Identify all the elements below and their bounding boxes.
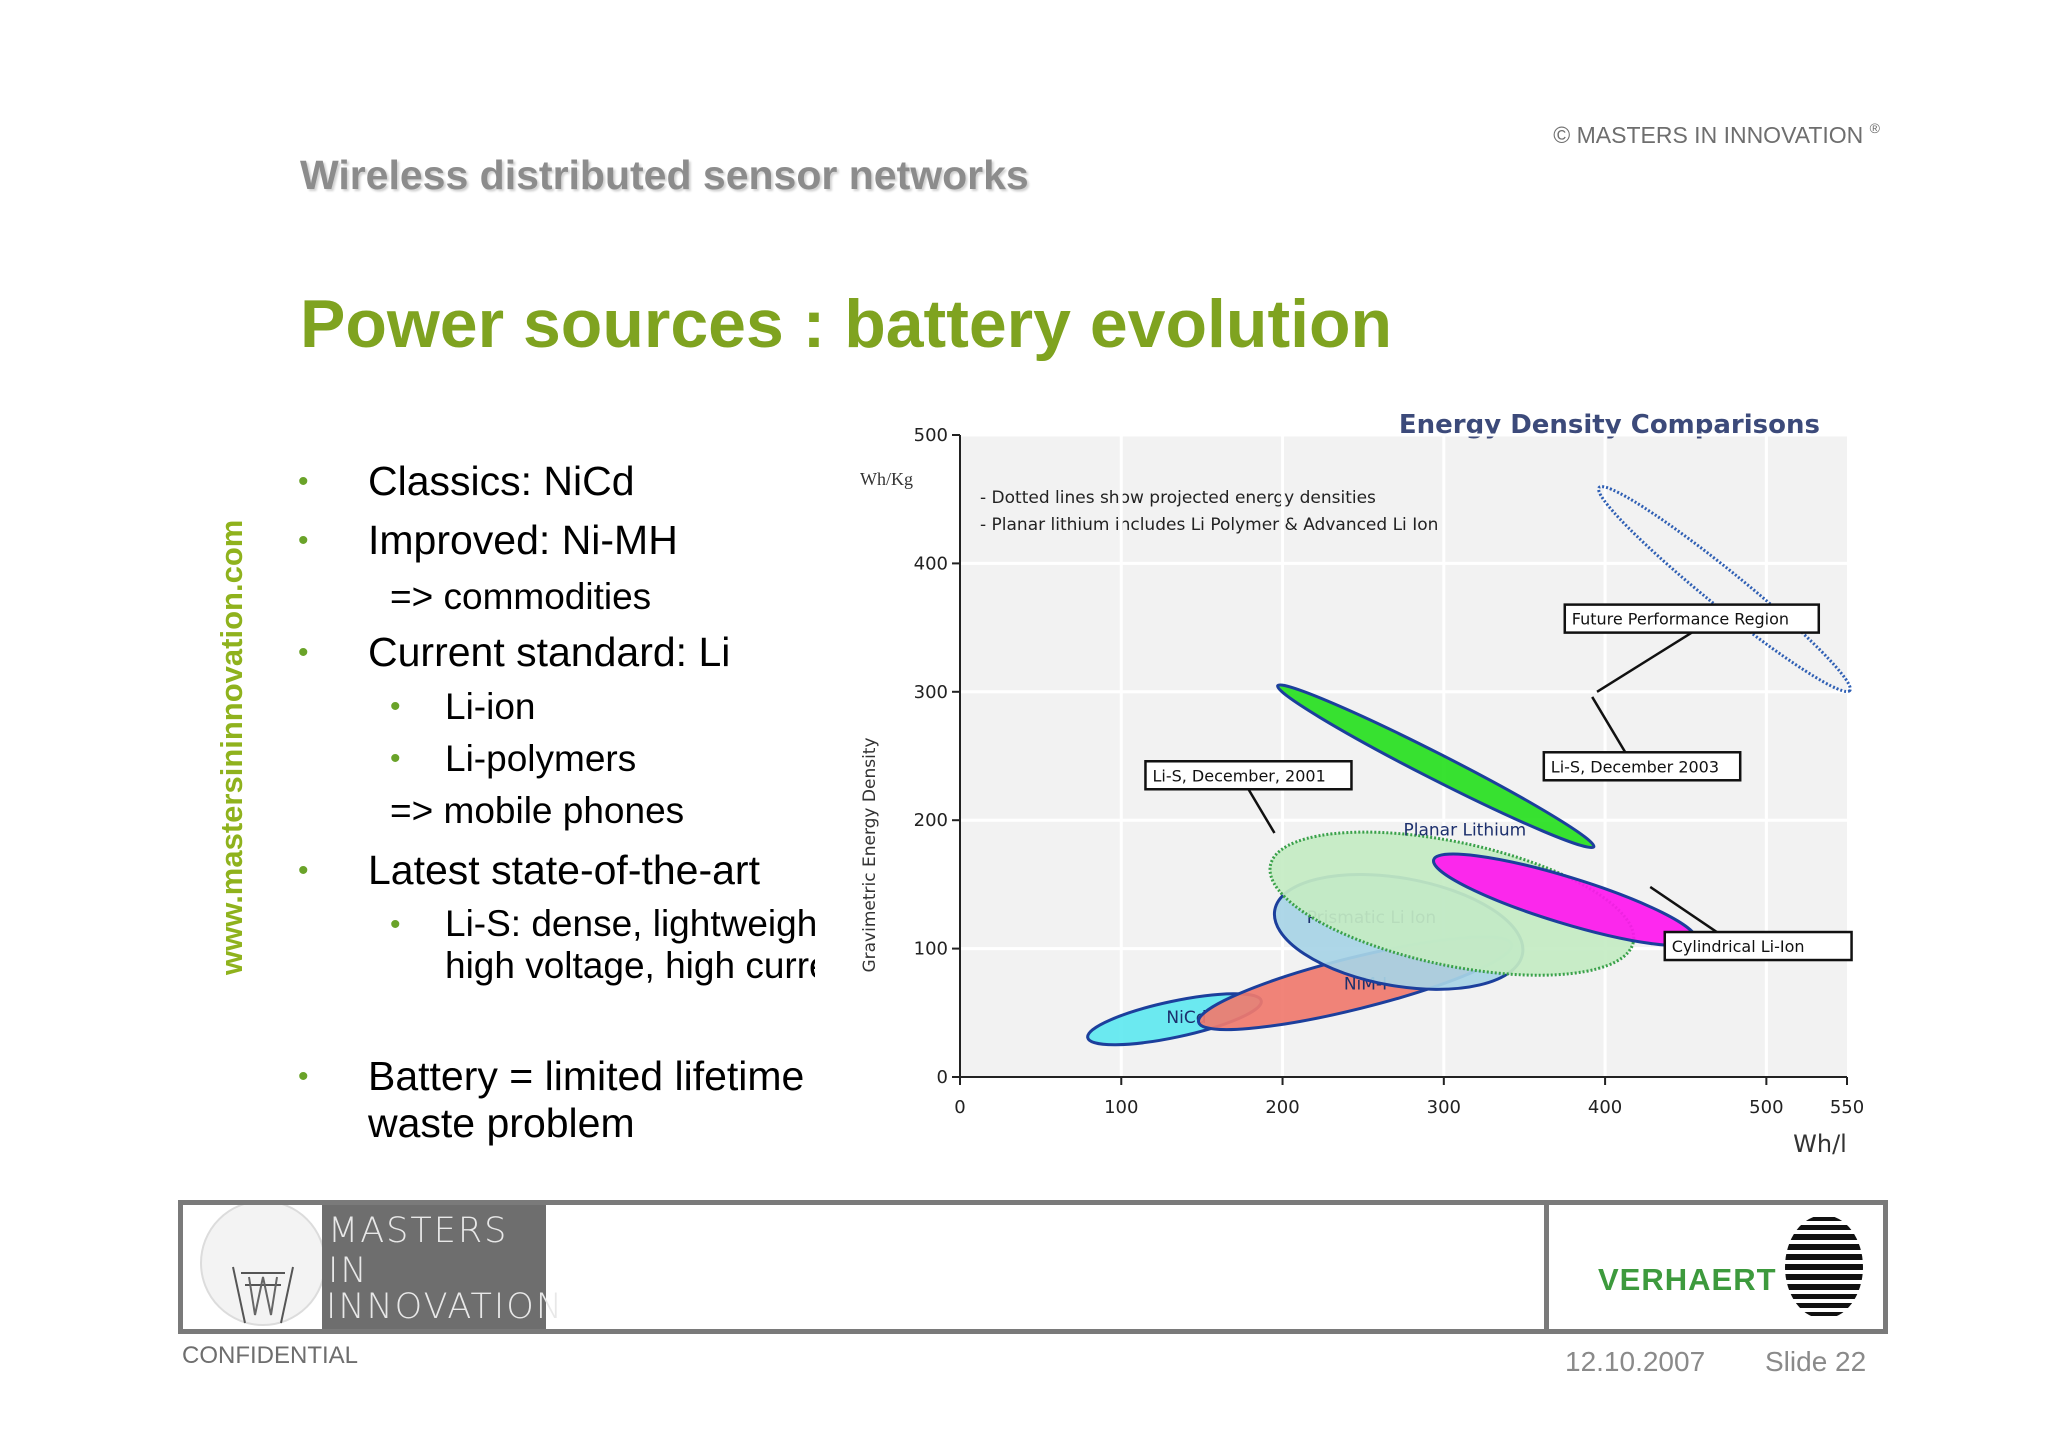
y-tick-label: 500 (914, 425, 948, 446)
chart-note-1: - Dotted lines show projected energy den… (980, 488, 1376, 508)
x-tick-label: 550 (1830, 1097, 1864, 1118)
callout-box (1542, 751, 1742, 782)
bullet-li-ion: Li-ion (445, 686, 536, 727)
chart-svg: Energy Density Comparisons Wh/Kg Gravime… (815, 400, 1895, 1170)
callout-label: Cylindrical Li-Ion (1672, 937, 1805, 956)
x-axis-title: Wh/l (1793, 1130, 1847, 1158)
callout-label: Li-S, December, 2001 (1152, 766, 1325, 785)
energy-density-chart: Energy Density Comparisons Wh/Kg Gravime… (815, 400, 1895, 1170)
y-axis-title: Gravimetric Energy Density (860, 737, 880, 972)
bullet-dot: • (390, 742, 401, 775)
callouts: Future Performance Region Li-S, December,… (1144, 603, 1853, 962)
callout-arrow (1596, 631, 1693, 693)
bullet-lis-line2: high voltage, high current (445, 945, 861, 986)
verhaert-globe-icon (1783, 1213, 1865, 1321)
footer-divider (1544, 1200, 1549, 1334)
bullet-dot: • (390, 690, 401, 723)
chart-note-2: - Planar lithium includes Li Polymer & A… (980, 515, 1438, 535)
logo-line-2: INNOVATION (326, 1287, 564, 1327)
masters-logo: MASTERS IN INNOVATION (322, 1205, 562, 1329)
bullet-battery-line1: Battery = limited lifetime + (368, 1053, 840, 1099)
callout-box (1563, 603, 1821, 634)
callout-arrow (1247, 788, 1276, 834)
x-tick-label: 300 (1427, 1097, 1461, 1118)
logo-line-1: MASTERS IN (328, 1211, 509, 1291)
y-tick-label: 300 (914, 682, 948, 703)
y-tick-label: 0 (937, 1067, 948, 1088)
y-tick-label: 200 (914, 810, 948, 831)
slide-title: Power sources : battery evolution (300, 286, 1393, 362)
region-future-performance-region (1597, 485, 1852, 694)
bullet-classics: Classics: NiCd (368, 458, 635, 504)
bullet-dot: • (298, 854, 309, 887)
copyright-notice: © MASTERS IN INNOVATION ® (1553, 120, 1880, 148)
bullet-lis-line1: Li-S: dense, lightweight, (445, 903, 838, 944)
y-tick-label: 100 (914, 939, 948, 960)
bullet-dot: • (298, 636, 309, 669)
bullet-current: Current standard: Li (368, 629, 731, 675)
region-label: NiCd (1166, 1008, 1206, 1028)
axes: 0 100 200 300 400 500 550 0 100 200 300 400 500 (914, 425, 1865, 1118)
callout-label: Future Performance Region (1572, 610, 1789, 629)
website-url: www.mastersininnovation.com (214, 519, 249, 975)
region-label: Planar Lithium (1404, 821, 1527, 841)
lightbulb-icon (183, 1205, 323, 1329)
region-li-s (1276, 683, 1596, 850)
x-tick-label: 200 (1265, 1097, 1299, 1118)
x-tick-label: 100 (1104, 1097, 1138, 1118)
callout-label: Li-S, December 2003 (1551, 757, 1719, 776)
slide-number: Slide 22 (1765, 1346, 1867, 1377)
x-tick-label: 500 (1749, 1097, 1783, 1118)
bullet-improved: Improved: Ni-MH (368, 517, 678, 563)
bullet-latest: Latest state-of-the-art (368, 847, 760, 893)
bullet-commodities: => commodities (390, 576, 652, 617)
x-tick-label: 400 (1588, 1097, 1622, 1118)
bullet-dot: • (298, 465, 309, 498)
slide-date: 12.10.2007 (1565, 1346, 1706, 1377)
bullet-battery-line2: waste problem (368, 1100, 635, 1146)
callout-box (1663, 930, 1853, 962)
bullet-dot: • (298, 1060, 309, 1093)
x-tick-label: 0 (954, 1097, 965, 1118)
company-name: VERHAERT (1598, 1262, 1777, 1297)
y-unit-label: Wh/Kg (860, 469, 913, 489)
confidential-label: CONFIDENTIAL (182, 1342, 359, 1369)
section-title: Wireless distributed sensor networks (300, 152, 1029, 198)
bullet-mobile: => mobile phones (390, 790, 685, 831)
bullet-dot: • (298, 524, 309, 557)
bullet-dot: • (390, 908, 401, 941)
y-tick-label: 400 (914, 553, 948, 574)
callout-box (1144, 760, 1353, 791)
bullet-li-polymers: Li-polymers (445, 738, 637, 779)
